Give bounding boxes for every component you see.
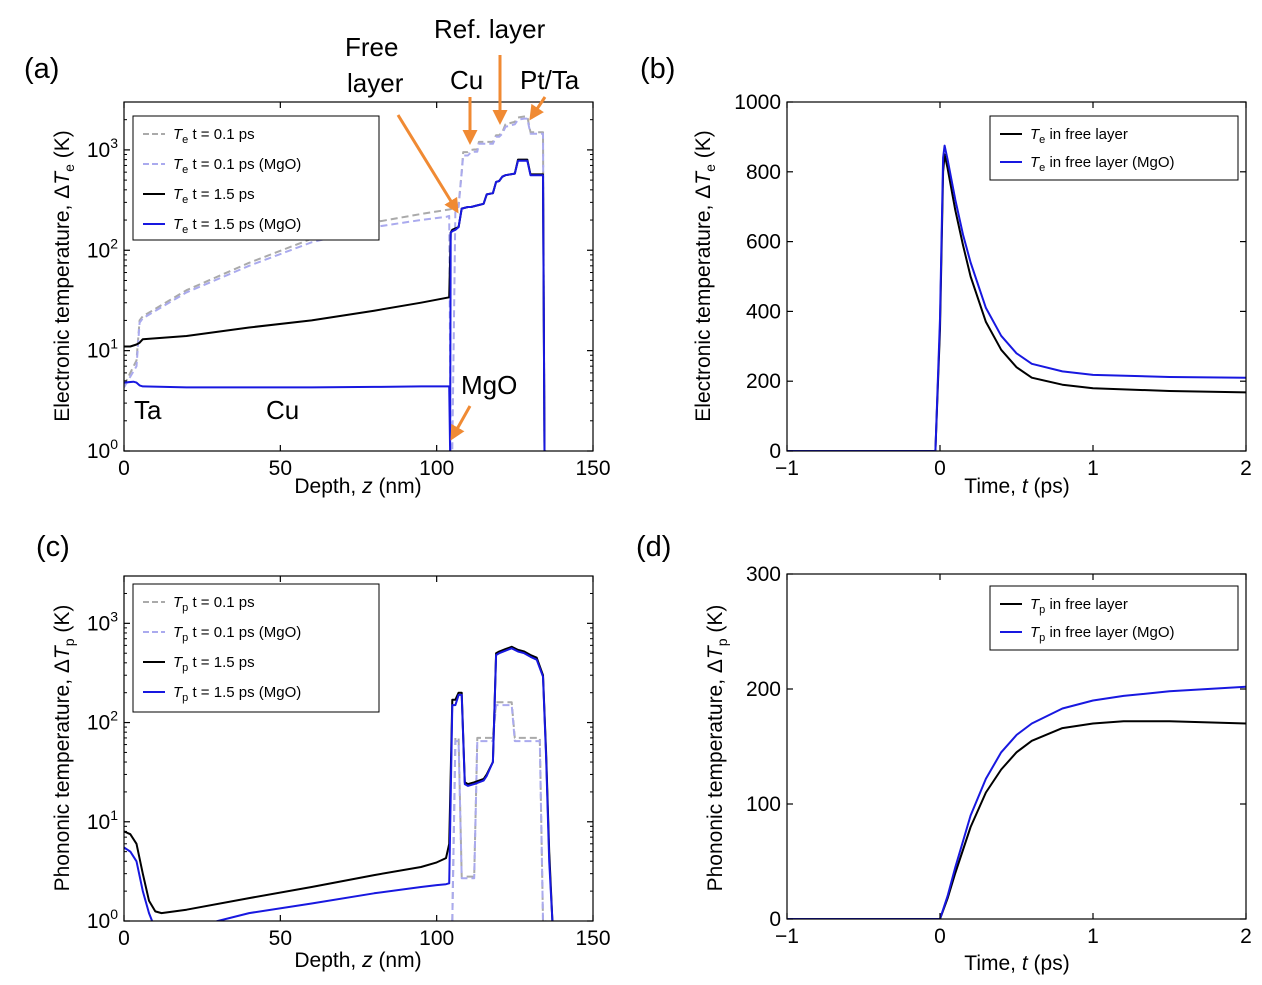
- annotations-a: Free layer Cu Ref. layer Pt/Ta Ta Cu MgO: [134, 14, 580, 441]
- arrow-pt-ta: [529, 96, 547, 121]
- x-axis-label-d: Time, t (ps): [964, 952, 1069, 975]
- x-tick-label-d-0: −1: [775, 925, 799, 948]
- series-line-c-1: [451, 701, 547, 921]
- x-tick-label-c-1: 50: [269, 927, 292, 950]
- panel-label-a: (a): [24, 53, 59, 85]
- x-tick-label-a-3: 150: [575, 457, 610, 480]
- y-tick-label-c-2: 102: [87, 708, 118, 735]
- x-axis-label-c: Depth, z (nm): [294, 949, 421, 972]
- y-tick-label-a-1: 101: [87, 336, 118, 363]
- annotation-ref-layer: Ref. layer: [434, 14, 546, 44]
- series-line-b-2: [787, 144, 1246, 451]
- y-tick-label-c-1: 101: [87, 807, 118, 834]
- y-axis-label-b: Electronic temperature, ΔTe (K): [692, 130, 718, 421]
- legend-box-c: [132, 583, 380, 713]
- series-line-d-2: [787, 685, 1246, 919]
- x-tick-label-b-1: 0: [934, 457, 946, 480]
- legend-box-d: [989, 585, 1239, 651]
- annotation-free-layer-1: Free: [345, 32, 398, 62]
- y-axis-label-c: Phononic temperature, ΔTp (K): [51, 605, 77, 892]
- y-tick-label-d-2: 200: [746, 678, 781, 701]
- plot-frame-a: [123, 101, 594, 452]
- plot-frame-b: [786, 101, 1247, 452]
- legend-label-a-1: Te t = 0.1 ps: [173, 126, 255, 146]
- x-tick-label-d-1: 0: [934, 925, 946, 948]
- y-axis-label-d: Phononic temperature, ΔTp (K): [704, 605, 730, 892]
- y-tick-label-d-3: 300: [746, 563, 781, 586]
- x-tick-label-a-0: 0: [118, 457, 130, 480]
- annotation-free-layer-2: layer: [347, 68, 404, 98]
- legend-label-d-1: Tp in free layer: [1030, 596, 1128, 616]
- panel-label-c: (c): [36, 531, 70, 563]
- x-axis-label-b: Time, t (ps): [964, 475, 1069, 498]
- y-tick-label-d-0: 0: [769, 908, 781, 931]
- y-tick-label-a-0: 100: [87, 436, 118, 463]
- series-line-c-4: [124, 647, 554, 921]
- y-tick-label-b-4: 800: [746, 161, 781, 184]
- annotation-cu-top: Cu: [450, 65, 483, 95]
- y-tick-label-b-0: 0: [769, 440, 781, 463]
- y-tick-label-b-2: 400: [746, 300, 781, 323]
- y-tick-label-b-3: 600: [746, 231, 781, 254]
- x-tick-label-b-2: 1: [1087, 457, 1099, 480]
- legend-label-a-4: Te t = 1.5 ps (MgO): [173, 216, 301, 236]
- legend-box-a: [132, 115, 380, 241]
- series-line-a-1: [124, 115, 547, 451]
- annotation-cu-bottom: Cu: [266, 395, 299, 425]
- x-tick-label-b-0: −1: [775, 457, 799, 480]
- y-tick-label-b-5: 1000: [734, 91, 781, 114]
- legend-label-c-1: Tp t = 0.1 ps: [173, 594, 255, 614]
- series-line-c-2: [451, 704, 547, 921]
- y-tick-label-c-3: 103: [87, 608, 118, 635]
- y-tick-label-b-1: 200: [746, 370, 781, 393]
- legend-label-c-2: Tp t = 0.1 ps (MgO): [173, 624, 301, 644]
- x-tick-label-c-3: 150: [575, 927, 610, 950]
- x-tick-label-c-2: 100: [419, 927, 454, 950]
- x-axis-label-a: Depth, z (nm): [294, 475, 421, 498]
- y-tick-label-c-0: 100: [87, 906, 118, 933]
- x-tick-label-a-2: 100: [419, 457, 454, 480]
- x-tick-label-a-1: 50: [269, 457, 292, 480]
- series-line-d-1: [787, 720, 1246, 919]
- x-tick-label-d-3: 2: [1240, 925, 1252, 948]
- annotation-mgo: MgO: [461, 370, 517, 400]
- legend-label-b-1: Te in free layer: [1030, 126, 1128, 146]
- chart-panel-a: 0 50 100 150 100 101 102 103 Depth, z (nm) Elec…: [51, 101, 611, 498]
- y-tick-label-a-2: 102: [87, 235, 118, 262]
- series-line-c-3: [124, 645, 554, 921]
- legend-label-b-2: Te in free layer (MgO): [1030, 154, 1175, 174]
- legend-label-a-2: Te t = 0.1 ps (MgO): [173, 156, 301, 176]
- panel-label-b: (b): [640, 53, 675, 85]
- y-tick-label-a-3: 103: [87, 135, 118, 162]
- x-tick-label-b-3: 2: [1240, 457, 1252, 480]
- y-tick-label-d-1: 100: [746, 793, 781, 816]
- x-tick-label-c-0: 0: [118, 927, 130, 950]
- annotation-pt-ta: Pt/Ta: [520, 65, 580, 95]
- series-line-b-1: [787, 153, 1246, 451]
- arrow-mgo: [450, 405, 472, 441]
- series-line-a-4: [124, 159, 546, 451]
- legend-label-c-3: Tp t = 1.5 ps: [173, 654, 255, 674]
- chart-panel-c: 0 50 100 150 100 101 102 103 Depth, z (nm) Phon…: [51, 575, 611, 972]
- plot-frame-d: [786, 573, 1247, 920]
- x-tick-label-d-2: 1: [1087, 925, 1099, 948]
- legend-label-a-3: Te t = 1.5 ps: [173, 186, 255, 206]
- legend-box-b: [989, 115, 1239, 181]
- panel-label-d: (d): [636, 531, 671, 563]
- legend-label-c-4: Tp t = 1.5 ps (MgO): [173, 684, 301, 704]
- y-axis-label-a: Electronic temperature, ΔTe (K): [51, 130, 77, 421]
- annotation-ta: Ta: [134, 395, 162, 425]
- arrow-free-layer: [396, 114, 459, 214]
- legend-label-d-2: Tp in free layer (MgO): [1030, 624, 1175, 644]
- plot-frame-c: [123, 575, 594, 922]
